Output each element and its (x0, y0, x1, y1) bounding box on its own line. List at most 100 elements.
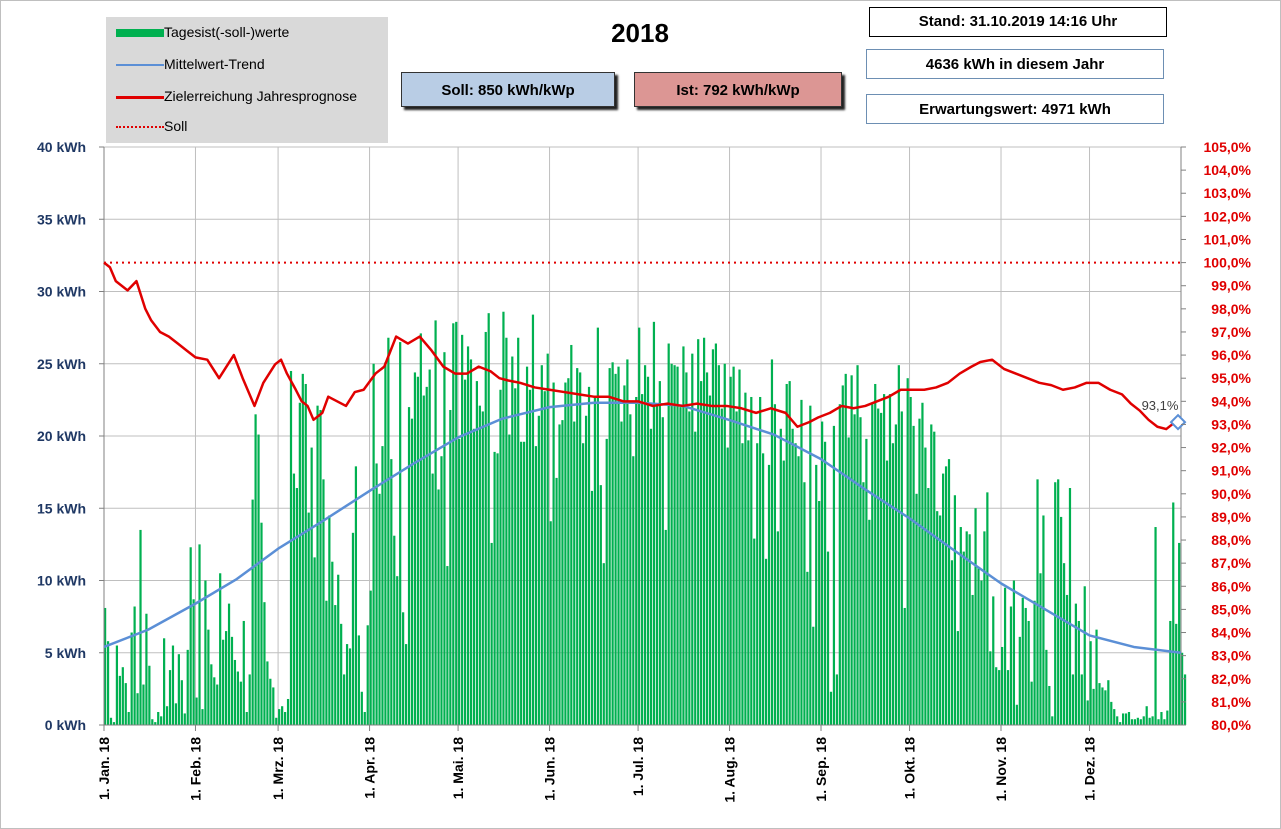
bar (260, 522, 263, 725)
bar (245, 711, 248, 725)
legend-key-bar (116, 29, 164, 37)
bar (664, 529, 667, 725)
bar (587, 386, 591, 725)
bar (555, 477, 558, 725)
bar (658, 381, 661, 725)
bar (163, 638, 166, 725)
bar (641, 394, 644, 725)
bar (608, 368, 611, 725)
bar (328, 515, 331, 725)
x-tick-label: 1. Okt. 18 (902, 737, 918, 799)
soll-box: Soll: 850 kWh/kWp (401, 72, 615, 107)
bar (753, 538, 756, 725)
bar (1068, 488, 1072, 725)
bar (396, 576, 399, 725)
bar (962, 551, 965, 725)
bar (809, 405, 812, 725)
y-right-tick-label: 84,0% (1211, 625, 1251, 641)
bar (472, 428, 476, 725)
bar (351, 532, 355, 725)
bar (950, 560, 954, 725)
bar (157, 711, 160, 725)
bar (697, 339, 700, 725)
yearly-total-box: 4636 kWh in diesem Jahr (866, 49, 1164, 79)
bar (266, 661, 269, 725)
bar (313, 557, 316, 725)
bar (104, 607, 107, 725)
bar (230, 636, 234, 725)
bar (1101, 687, 1104, 725)
bar (310, 447, 313, 725)
bar (399, 342, 402, 725)
y-left-tick-label: 10 kWh (37, 573, 86, 589)
bar (275, 717, 278, 725)
bar (605, 438, 608, 725)
bar (387, 337, 390, 725)
bar (298, 402, 301, 725)
bar (915, 493, 918, 725)
bar (463, 379, 467, 725)
bar (593, 396, 597, 725)
bar (921, 402, 924, 725)
bar (481, 411, 484, 725)
bar (941, 473, 945, 725)
bar (944, 466, 948, 725)
y-right-tick-label: 104,0% (1204, 162, 1252, 178)
bar (968, 534, 971, 725)
expected-value-box: Erwartungswert: 4971 kWh (866, 94, 1164, 124)
x-tick-label: 1. Aug. 18 (722, 737, 738, 803)
bar (552, 382, 555, 725)
y-right-tick-label: 81,0% (1211, 694, 1251, 710)
bar (109, 717, 113, 725)
bar (195, 697, 198, 725)
bar (812, 626, 815, 725)
legend-item-forecast: Zielerreichung Jahresprognose (106, 86, 388, 108)
bar (331, 561, 334, 725)
bar (1027, 620, 1030, 725)
bar (1098, 683, 1101, 725)
bar (1065, 594, 1069, 725)
bar (1104, 690, 1107, 725)
bar (437, 489, 440, 725)
bar (1054, 482, 1057, 725)
bar (726, 447, 729, 725)
bar (688, 411, 691, 725)
bar (1015, 704, 1018, 725)
bar (1003, 587, 1007, 725)
bar (770, 359, 774, 725)
bar (124, 683, 127, 725)
bar (720, 408, 723, 725)
x-tick-label: 1. Mrz. 18 (270, 737, 286, 800)
bar (767, 464, 771, 725)
bar (797, 456, 800, 725)
bar (1169, 620, 1172, 725)
bar (1113, 709, 1116, 725)
bar (1036, 479, 1039, 725)
bar (525, 366, 529, 725)
bar (732, 366, 735, 725)
bar (337, 574, 340, 725)
bar (1051, 716, 1054, 725)
bar (210, 664, 213, 725)
bar (841, 385, 844, 725)
bar (888, 394, 892, 725)
bar (431, 473, 434, 725)
bar (425, 386, 428, 725)
bar (623, 385, 626, 725)
bar (295, 488, 299, 725)
bar (803, 482, 806, 725)
y-right-tick-label: 99,0% (1211, 278, 1251, 294)
bar (345, 644, 349, 725)
bar (334, 605, 337, 725)
legend-item-tagesist: Tagesist(-soll-)werte (106, 22, 388, 44)
bar (723, 363, 726, 725)
bar (865, 438, 868, 725)
bar (590, 490, 594, 725)
bar (847, 437, 850, 725)
ist-box: Ist: 792 kWh/kWp (634, 72, 842, 107)
bar (419, 333, 422, 725)
bar (989, 651, 992, 725)
bar (673, 365, 676, 725)
bar (174, 703, 178, 725)
